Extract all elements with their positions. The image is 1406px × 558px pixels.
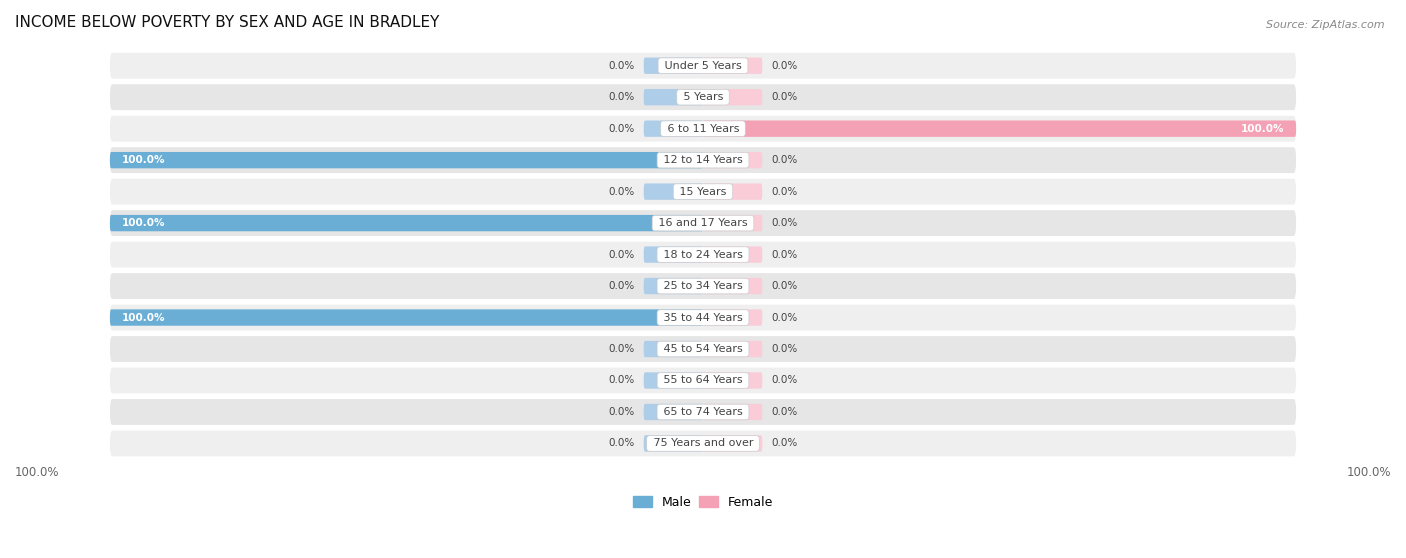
Text: 12 to 14 Years: 12 to 14 Years xyxy=(659,155,747,165)
Text: 5 Years: 5 Years xyxy=(679,92,727,102)
FancyBboxPatch shape xyxy=(703,404,762,420)
FancyBboxPatch shape xyxy=(110,399,1296,425)
FancyBboxPatch shape xyxy=(703,372,762,389)
Text: 0.0%: 0.0% xyxy=(772,61,797,71)
Text: 100.0%: 100.0% xyxy=(1347,466,1391,479)
Text: 35 to 44 Years: 35 to 44 Years xyxy=(659,312,747,323)
FancyBboxPatch shape xyxy=(703,89,762,105)
Legend: Male, Female: Male, Female xyxy=(628,491,778,514)
Text: 0.0%: 0.0% xyxy=(609,92,634,102)
Text: INCOME BELOW POVERTY BY SEX AND AGE IN BRADLEY: INCOME BELOW POVERTY BY SEX AND AGE IN B… xyxy=(15,15,439,30)
Text: 0.0%: 0.0% xyxy=(609,281,634,291)
Text: 0.0%: 0.0% xyxy=(772,312,797,323)
FancyBboxPatch shape xyxy=(703,247,762,263)
Text: 100.0%: 100.0% xyxy=(122,155,166,165)
FancyBboxPatch shape xyxy=(110,179,1296,205)
FancyBboxPatch shape xyxy=(703,435,762,451)
Text: 0.0%: 0.0% xyxy=(609,249,634,259)
Text: 100.0%: 100.0% xyxy=(122,218,166,228)
FancyBboxPatch shape xyxy=(110,84,1296,110)
Text: 0.0%: 0.0% xyxy=(772,439,797,449)
Text: 100.0%: 100.0% xyxy=(122,312,166,323)
FancyBboxPatch shape xyxy=(703,341,762,357)
Text: 0.0%: 0.0% xyxy=(772,186,797,196)
FancyBboxPatch shape xyxy=(110,431,1296,456)
Text: 16 and 17 Years: 16 and 17 Years xyxy=(655,218,751,228)
Text: 100.0%: 100.0% xyxy=(1240,124,1284,134)
FancyBboxPatch shape xyxy=(703,57,762,74)
FancyBboxPatch shape xyxy=(703,215,762,231)
FancyBboxPatch shape xyxy=(644,278,703,294)
Text: 0.0%: 0.0% xyxy=(609,376,634,386)
Text: 100.0%: 100.0% xyxy=(15,466,59,479)
FancyBboxPatch shape xyxy=(703,152,762,169)
Text: 0.0%: 0.0% xyxy=(772,344,797,354)
Text: 0.0%: 0.0% xyxy=(772,218,797,228)
FancyBboxPatch shape xyxy=(703,278,762,294)
FancyBboxPatch shape xyxy=(703,184,762,200)
Text: 25 to 34 Years: 25 to 34 Years xyxy=(659,281,747,291)
Text: 0.0%: 0.0% xyxy=(772,376,797,386)
FancyBboxPatch shape xyxy=(110,215,703,231)
Text: 6 to 11 Years: 6 to 11 Years xyxy=(664,124,742,134)
FancyBboxPatch shape xyxy=(644,247,703,263)
FancyBboxPatch shape xyxy=(703,309,762,326)
FancyBboxPatch shape xyxy=(110,53,1296,79)
FancyBboxPatch shape xyxy=(644,341,703,357)
FancyBboxPatch shape xyxy=(644,372,703,389)
Text: 0.0%: 0.0% xyxy=(609,439,634,449)
FancyBboxPatch shape xyxy=(110,309,703,326)
Text: 15 Years: 15 Years xyxy=(676,186,730,196)
Text: 0.0%: 0.0% xyxy=(772,92,797,102)
Text: 0.0%: 0.0% xyxy=(609,407,634,417)
FancyBboxPatch shape xyxy=(644,89,703,105)
Text: 18 to 24 Years: 18 to 24 Years xyxy=(659,249,747,259)
FancyBboxPatch shape xyxy=(110,368,1296,393)
Text: 0.0%: 0.0% xyxy=(609,124,634,134)
FancyBboxPatch shape xyxy=(110,305,1296,330)
FancyBboxPatch shape xyxy=(110,147,1296,173)
FancyBboxPatch shape xyxy=(110,210,1296,236)
Text: 0.0%: 0.0% xyxy=(609,186,634,196)
FancyBboxPatch shape xyxy=(644,57,703,74)
Text: Under 5 Years: Under 5 Years xyxy=(661,61,745,71)
FancyBboxPatch shape xyxy=(110,273,1296,299)
FancyBboxPatch shape xyxy=(644,404,703,420)
Text: Source: ZipAtlas.com: Source: ZipAtlas.com xyxy=(1267,20,1385,30)
Text: 55 to 64 Years: 55 to 64 Years xyxy=(659,376,747,386)
Text: 0.0%: 0.0% xyxy=(609,344,634,354)
Text: 75 Years and over: 75 Years and over xyxy=(650,439,756,449)
FancyBboxPatch shape xyxy=(644,184,703,200)
FancyBboxPatch shape xyxy=(703,121,1296,137)
FancyBboxPatch shape xyxy=(110,242,1296,267)
Text: 0.0%: 0.0% xyxy=(772,407,797,417)
Text: 0.0%: 0.0% xyxy=(772,155,797,165)
Text: 45 to 54 Years: 45 to 54 Years xyxy=(659,344,747,354)
Text: 65 to 74 Years: 65 to 74 Years xyxy=(659,407,747,417)
FancyBboxPatch shape xyxy=(644,121,703,137)
Text: 0.0%: 0.0% xyxy=(609,61,634,71)
Text: 0.0%: 0.0% xyxy=(772,281,797,291)
Text: 0.0%: 0.0% xyxy=(772,249,797,259)
FancyBboxPatch shape xyxy=(110,116,1296,142)
FancyBboxPatch shape xyxy=(110,336,1296,362)
FancyBboxPatch shape xyxy=(110,152,703,169)
FancyBboxPatch shape xyxy=(644,435,703,451)
